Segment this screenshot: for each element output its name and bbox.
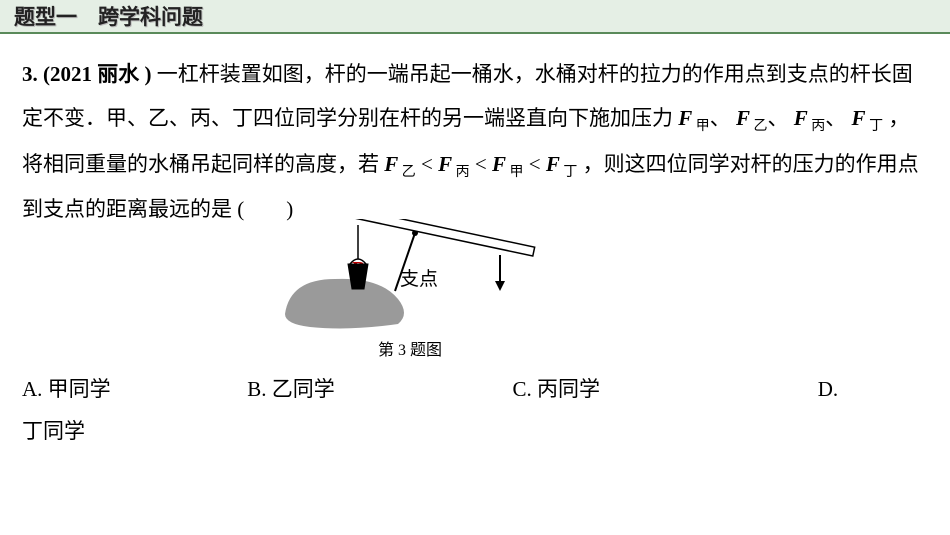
answer-options: A. 甲同学 B. 乙同学 C. 丙同学 D. 丁同学	[0, 360, 950, 452]
force-symbol-3: F	[794, 106, 808, 130]
question-number: 3.	[22, 62, 38, 86]
force-symbol-5: F	[384, 152, 398, 176]
question-body: 3. (2021 丽水 ) 一杠杆装置如图，杆的一端吊起一桶水，水桶对杆的拉力的…	[0, 34, 950, 231]
question-source: (2021 丽水 )	[43, 62, 152, 86]
bucket-handle	[350, 259, 366, 264]
force-symbol-4: F	[852, 106, 866, 130]
force-symbol-8: F	[546, 152, 560, 176]
force-symbol-2: F	[736, 106, 750, 130]
force-symbol-1: F	[678, 106, 692, 130]
sub-ding-1: 丁	[866, 119, 884, 134]
sub-bing-2: 丙	[452, 165, 470, 180]
sub-jia-2: 甲	[506, 165, 524, 180]
option-a[interactable]: A. 甲同学	[22, 368, 242, 410]
lt-1: <	[416, 152, 433, 176]
force-symbol-7: F	[492, 152, 506, 176]
sub-yi-1: 乙	[750, 119, 768, 134]
lever-diagram	[280, 219, 540, 334]
header-title: 题型一 跨学科问题	[14, 1, 203, 31]
sub-yi-2: 乙	[398, 165, 416, 180]
lever-bar	[347, 219, 535, 256]
force-arrow-head	[495, 281, 505, 291]
fulcrum-stand	[395, 233, 415, 291]
sep-2: 、	[768, 106, 794, 130]
lt-2: <	[470, 152, 487, 176]
force-symbol-6: F	[438, 152, 452, 176]
header-bar: 题型一 跨学科问题	[0, 0, 950, 34]
sep-1: 、	[710, 106, 736, 130]
figure-area: 第 3 题图	[0, 219, 950, 360]
lt-3: <	[523, 152, 540, 176]
rock-shape	[285, 279, 404, 329]
sub-bing-1: 丙	[808, 119, 826, 134]
bucket-body	[348, 264, 368, 289]
option-d[interactable]: D.	[818, 368, 838, 410]
figure-caption: 第 3 题图	[280, 336, 540, 360]
option-b[interactable]: B. 乙同学	[247, 368, 507, 410]
sep-3: 、	[825, 106, 851, 130]
option-c[interactable]: C. 丙同学	[513, 368, 813, 410]
option-d-continued: 丁同学	[22, 410, 928, 452]
sub-ding-2: 丁	[560, 165, 578, 180]
sub-jia-1: 甲	[692, 119, 710, 134]
